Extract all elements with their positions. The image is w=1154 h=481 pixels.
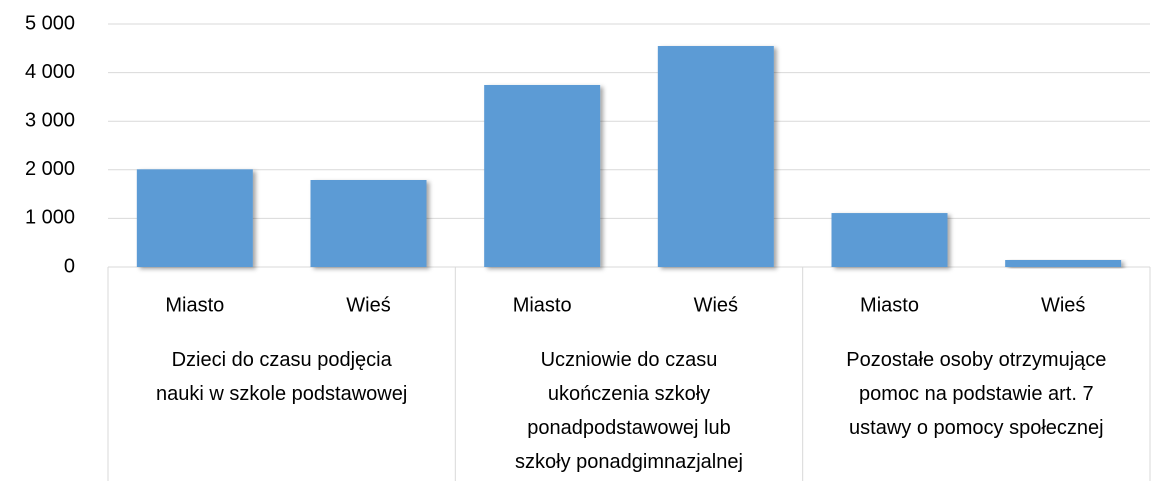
y-tick-label: 2 000 [25,158,75,180]
x-tick-label: Wieś [694,294,738,316]
y-tick-label: 4 000 [25,61,75,83]
group-label: Uczniowie do czasu ukończenia szkoły pon… [515,349,743,473]
bar [484,84,601,267]
x-tick-label: Miasto [860,294,919,316]
bar [657,46,774,267]
group-label: Dzieci do czasu podjęcia nauki w szkole … [156,349,408,405]
y-tick-label: 5 000 [25,12,75,34]
group-label: Pozostałe osoby otrzymujące pomoc na pod… [846,349,1107,439]
bar [136,169,253,267]
x-tick-label: Wieś [1041,294,1085,316]
bar [831,213,948,267]
bar [1005,260,1122,267]
y-tick-label: 3 000 [25,109,75,131]
x-tick-label: Miasto [165,294,224,316]
y-tick-label: 0 [64,255,75,277]
bar [310,180,427,267]
x-tick-label: Miasto [513,294,572,316]
x-tick-label: Wieś [346,294,390,316]
y-tick-label: 1 000 [25,207,75,229]
